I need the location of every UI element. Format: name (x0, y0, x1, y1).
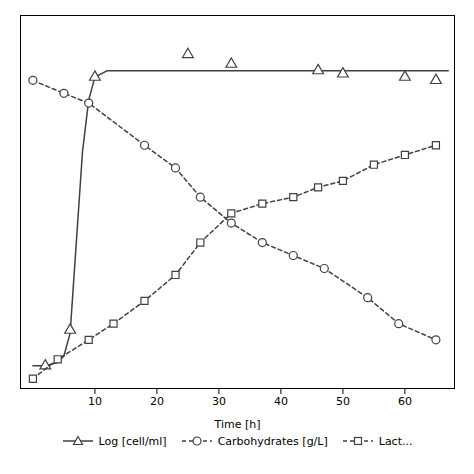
svg-text:60: 60 (398, 395, 412, 408)
html-text:Log [cell/ml]: Log [cell/ml] (98, 434, 167, 448)
svg-text:20: 20 (150, 395, 164, 408)
svg-text:Time [h]: Time [h] (214, 418, 261, 431)
svg-text:40: 40 (274, 395, 288, 408)
svg-text:50: 50 (336, 395, 350, 408)
svg-text:10: 10 (88, 395, 102, 408)
html-text:Lact...: Lact... (378, 434, 413, 448)
html-text:Carbohydrates [g/L]: Carbohydrates [g/L] (217, 434, 328, 448)
svg-text:30: 30 (212, 395, 226, 408)
